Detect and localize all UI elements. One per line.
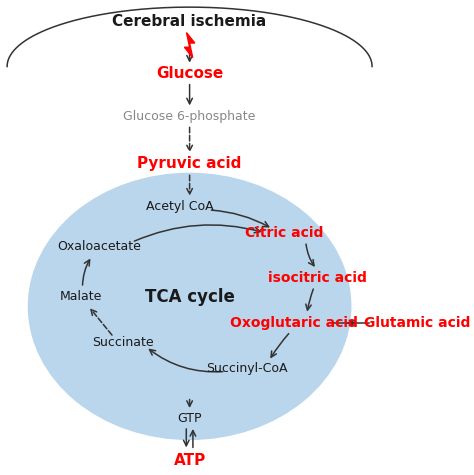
Text: Oxoglutaric acid: Oxoglutaric acid <box>230 316 358 330</box>
Text: Glucose: Glucose <box>156 66 223 81</box>
Polygon shape <box>184 33 195 57</box>
Text: Citric acid: Citric acid <box>245 226 324 240</box>
Text: isocitric acid: isocitric acid <box>268 271 367 285</box>
Text: ATP: ATP <box>173 453 206 468</box>
Text: Pyruvic acid: Pyruvic acid <box>137 156 242 171</box>
Text: Malate: Malate <box>59 290 102 304</box>
Text: TCA cycle: TCA cycle <box>145 288 235 306</box>
Text: Succinyl-CoA: Succinyl-CoA <box>206 361 287 375</box>
Ellipse shape <box>28 173 351 439</box>
Text: Oxaloacetate: Oxaloacetate <box>58 240 141 254</box>
Text: Glutamic acid: Glutamic acid <box>364 316 470 330</box>
Text: Succinate: Succinate <box>92 335 154 349</box>
Text: Cerebral ischemia: Cerebral ischemia <box>112 14 267 29</box>
Text: Glucose 6-phosphate: Glucose 6-phosphate <box>123 110 256 123</box>
Text: Acetyl CoA: Acetyl CoA <box>146 200 214 213</box>
Text: GTP: GTP <box>177 411 202 425</box>
